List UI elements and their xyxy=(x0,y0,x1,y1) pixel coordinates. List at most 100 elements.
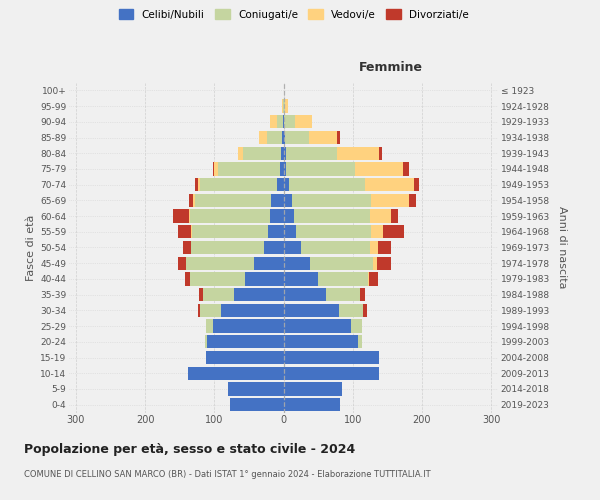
Bar xyxy=(195,178,199,192)
Bar xyxy=(370,241,378,254)
Bar xyxy=(365,178,413,192)
Bar xyxy=(363,304,367,317)
Bar xyxy=(289,178,365,192)
Bar xyxy=(403,162,409,175)
Bar xyxy=(284,178,289,192)
Bar xyxy=(301,241,370,254)
Bar xyxy=(284,272,318,285)
Bar xyxy=(284,115,295,128)
Bar xyxy=(208,335,284,348)
Bar xyxy=(267,131,282,144)
Bar xyxy=(192,225,268,238)
Text: COMUNE DI CELLINO SAN MARCO (BR) - Dati ISTAT 1° gennaio 2024 - Elaborazione TUT: COMUNE DI CELLINO SAN MARCO (BR) - Dati … xyxy=(24,470,431,479)
Bar xyxy=(284,241,301,254)
Bar xyxy=(371,225,383,238)
Bar xyxy=(254,256,284,270)
Bar xyxy=(214,162,218,175)
Bar xyxy=(296,225,371,238)
Text: Popolazione per età, sesso e stato civile - 2024: Popolazione per età, sesso e stato civil… xyxy=(24,442,355,456)
Bar xyxy=(413,178,419,192)
Bar xyxy=(186,256,254,270)
Bar xyxy=(190,210,269,223)
Legend: Celibi/Nubili, Coniugati/e, Vedovi/e, Divorziati/e: Celibi/Nubili, Coniugati/e, Vedovi/e, Di… xyxy=(115,5,473,24)
Bar xyxy=(284,146,286,160)
Bar xyxy=(199,304,200,317)
Bar xyxy=(284,398,340,411)
Bar xyxy=(200,178,277,192)
Bar xyxy=(378,241,391,254)
Y-axis label: Fasce di età: Fasce di età xyxy=(26,214,36,280)
Bar xyxy=(191,241,264,254)
Bar xyxy=(368,272,370,285)
Bar xyxy=(373,256,377,270)
Bar xyxy=(292,194,371,207)
Bar xyxy=(377,256,391,270)
Bar xyxy=(189,210,190,223)
Text: Femmine: Femmine xyxy=(359,61,423,74)
Bar xyxy=(285,100,289,112)
Bar xyxy=(355,162,403,175)
Bar xyxy=(218,162,280,175)
Bar xyxy=(282,100,283,112)
Bar xyxy=(178,225,191,238)
Bar xyxy=(191,225,192,238)
Bar xyxy=(193,194,195,207)
Bar xyxy=(205,335,208,348)
Bar xyxy=(295,115,312,128)
Bar xyxy=(199,288,203,302)
Bar xyxy=(280,162,284,175)
Bar xyxy=(339,304,363,317)
Bar xyxy=(391,210,398,223)
Bar xyxy=(233,288,284,302)
Bar xyxy=(352,320,362,333)
Bar xyxy=(359,288,365,302)
Bar xyxy=(409,194,416,207)
Bar xyxy=(271,194,284,207)
Bar xyxy=(370,272,377,285)
Bar xyxy=(284,382,343,396)
Bar xyxy=(285,131,309,144)
Bar xyxy=(284,131,285,144)
Bar xyxy=(244,146,281,160)
Bar xyxy=(370,210,391,223)
Bar xyxy=(178,256,186,270)
Bar xyxy=(284,335,358,348)
Bar xyxy=(259,131,267,144)
Bar xyxy=(383,225,404,238)
Bar xyxy=(213,320,284,333)
Bar xyxy=(189,194,193,207)
Bar xyxy=(264,241,284,254)
Bar xyxy=(185,272,190,285)
Bar xyxy=(173,210,189,223)
Bar xyxy=(284,366,379,380)
Bar xyxy=(286,146,337,160)
Bar xyxy=(200,304,221,317)
Bar xyxy=(284,194,292,207)
Bar xyxy=(188,366,284,380)
Bar xyxy=(183,241,191,254)
Bar xyxy=(228,382,284,396)
Bar xyxy=(283,100,284,112)
Bar xyxy=(309,131,337,144)
Bar xyxy=(337,131,340,144)
Bar xyxy=(281,146,284,160)
Bar xyxy=(318,272,368,285)
Bar xyxy=(271,115,277,128)
Bar xyxy=(337,146,379,160)
Bar xyxy=(284,304,339,317)
Bar xyxy=(277,178,284,192)
Bar xyxy=(284,225,296,238)
Bar xyxy=(199,178,200,192)
Bar xyxy=(213,162,214,175)
Bar xyxy=(190,272,245,285)
Bar xyxy=(294,210,370,223)
Y-axis label: Anni di nascita: Anni di nascita xyxy=(557,206,566,288)
Bar xyxy=(282,131,284,144)
Bar xyxy=(277,115,283,128)
Bar xyxy=(379,146,382,160)
Bar xyxy=(245,272,284,285)
Bar xyxy=(206,351,284,364)
Bar xyxy=(284,256,310,270)
Bar xyxy=(284,162,286,175)
Bar xyxy=(310,256,373,270)
